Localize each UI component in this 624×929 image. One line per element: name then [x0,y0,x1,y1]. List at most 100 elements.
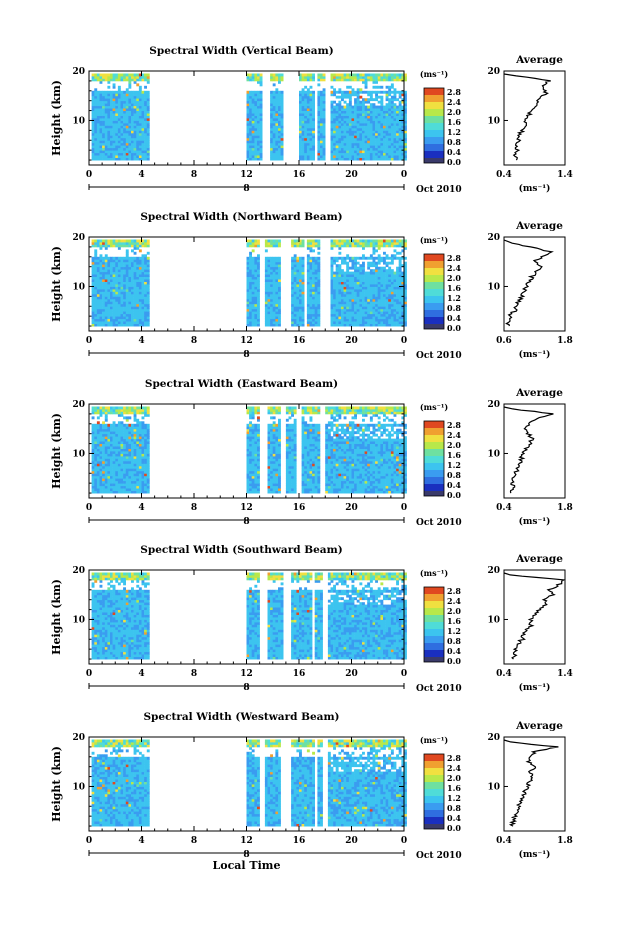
heatmap-cell [257,93,260,97]
heatmap-cell [117,291,121,295]
heatmap-cell [115,244,119,248]
heatmap-cell [309,155,313,158]
heatmap-cell [296,323,300,327]
heatmap-cell [146,301,150,305]
heatmap-cell [133,244,137,248]
heatmap-cell [117,125,121,129]
heatmap-cell [364,113,368,116]
heatmap-cell [264,281,268,285]
heatmap-cell [333,127,336,131]
heatmap-cell [246,137,250,141]
heatmap-cell [343,286,347,290]
heatmap-cell [254,281,258,285]
heatmap-cell [99,411,103,415]
heatmap-cell [369,150,373,154]
heatmap-cell [299,157,302,161]
heatmap-cell [138,293,142,297]
heatmap-cell [144,110,147,114]
heatmap-cell [102,406,105,410]
heatmap-cell [356,98,360,102]
heatmap-cell [396,269,399,273]
heatmap-cell [396,286,399,290]
heatmap-cell [330,130,334,134]
heatmap-cell [362,313,365,317]
heatmap-cell [293,301,297,305]
heatmap-cell [96,485,100,489]
heatmap-cell [393,279,397,282]
heatmap-cell [338,298,342,302]
heatmap-cell [301,261,305,265]
heatmap-cell [123,98,126,102]
heatmap-cell [390,142,394,146]
heatmap-cell [383,271,386,275]
heatmap-cell [91,95,95,99]
heatmap-cell [351,135,355,139]
heatmap-cell [398,303,402,307]
heatmap-cell [96,73,100,77]
heatmap-cell [117,88,121,92]
heatmap-cell [99,279,103,282]
heatmap-cell [133,313,137,317]
heatmap-cell [338,269,342,273]
heatmap-cell [254,266,258,270]
heatmap-cell [385,105,389,109]
heatmap-cell [254,308,258,312]
heatmap-cell [299,98,302,102]
heatmap-cell [362,269,365,273]
heatmap-cell [264,316,268,320]
heatmap-cell [94,103,98,107]
heatmap-cell [398,313,402,317]
heatmap-cell [112,73,116,77]
heatmap-cell [249,147,252,151]
heatmap-cell [390,115,394,119]
heatmap-cell [123,288,126,292]
heatmap-cell [317,125,321,129]
heatmap-cell [138,301,142,305]
heatmap-cell [257,115,260,119]
heatmap-cell [246,303,250,307]
heatmap-cell [317,313,321,317]
heatmap-cell [117,288,121,292]
heatmap-cell [401,93,405,97]
heatmap-cell [275,281,279,285]
heatmap-cell [270,110,273,114]
heatmap-cell [146,93,150,97]
heatmap-cell [280,145,284,149]
heatmap-cell [354,313,357,317]
heatmap-cell [133,132,137,136]
heatmap-cell [301,103,305,107]
heatmap-cell [367,73,371,77]
heatmap-cell [367,75,371,79]
heatmap-cell [110,103,113,107]
heatmap-cell [359,130,363,134]
heatmap-cell [249,241,252,245]
heatmap-cell [377,266,381,270]
heatmap-cell [359,323,363,327]
heatmap-cell [99,75,103,79]
heatmap-cell [96,90,100,94]
heatmap-cell [369,313,373,317]
heatmap-cell [351,88,355,92]
heatmap-cell [356,279,360,282]
heatmap-cell [110,93,113,97]
heatmap-cell [110,451,113,454]
heatmap-cell [338,110,342,114]
heatmap-cell [99,455,103,459]
heatmap-cell [367,155,371,158]
heatmap-cell [254,239,258,243]
heatmap-cell [335,108,339,111]
heatmap-cell [249,254,252,258]
heatmap-cell [364,110,368,114]
heatmap-cell [112,244,116,248]
heatmap-cell [91,438,95,442]
heatmap-cell [138,303,142,307]
heatmap-cell [91,453,95,457]
heatmap-cell [299,259,302,263]
heatmap-cell [309,120,313,124]
heatmap-cell [335,293,339,297]
heatmap-cell [401,308,405,312]
heatmap-cell [275,256,279,260]
heatmap-cell [131,135,134,139]
heatmap-cell [251,152,255,156]
heatmap-cell [254,311,258,315]
